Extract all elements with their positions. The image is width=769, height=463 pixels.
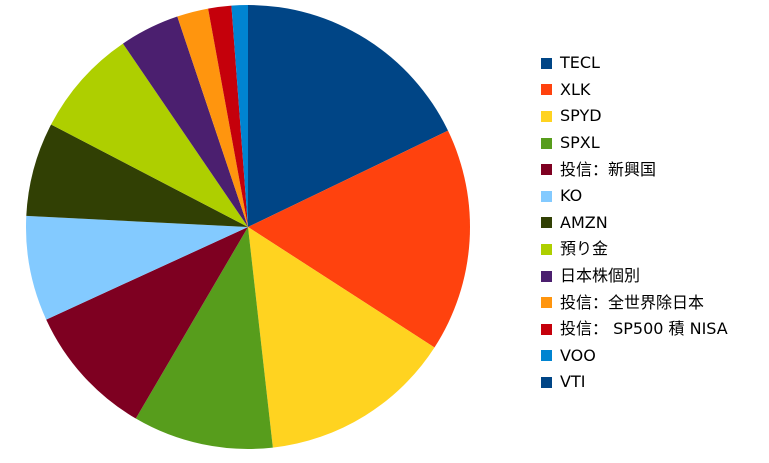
pie-slice-item-7 [51, 43, 249, 227]
legend-swatch [541, 57, 552, 69]
legend-label: 投信： SP500 積 NISA [560, 319, 728, 339]
legend-label: VOO [560, 345, 596, 365]
legend-swatch [541, 217, 552, 229]
pie-slice-ko [25, 215, 248, 320]
legend-swatch [541, 297, 552, 309]
legend-label: 投信：新興国 [560, 159, 657, 179]
legend-label: XLK [560, 79, 591, 99]
legend-swatch [541, 110, 552, 122]
legend-item-vti: VTI [541, 369, 769, 396]
legend-label: VTI [560, 372, 586, 392]
legend-label: SPYD [560, 106, 602, 126]
legend-item-spxl: SPXL [541, 130, 769, 157]
legend-label: 投信：全世界除日本 [560, 292, 705, 312]
legend-item-sp500-nisa: 投信： SP500 積 NISA [541, 316, 769, 343]
legend-label: AMZN [560, 212, 608, 232]
legend-swatch [541, 84, 552, 96]
pie-slice-tecl [248, 5, 449, 227]
pie-slice-item-4 [46, 227, 248, 419]
legend-swatch [541, 350, 552, 362]
pie-slice-xlk [248, 130, 470, 348]
pie-slice-spxl [135, 227, 273, 449]
legend: TECL XLK SPYD SPXL 投信：新興国 KO AMZN 預り金日本株個別投信：全世… [541, 50, 769, 396]
legend-item-item-7: 預り金 [541, 236, 769, 263]
pie-slice-spyd [248, 227, 435, 448]
pie-slice-item-8 [122, 16, 248, 227]
legend-label: TECL [560, 53, 600, 73]
legend-item-tecl: TECL [541, 50, 769, 77]
legend-label: 日本株個別 [560, 266, 641, 286]
legend-item-item-4: 投信：新興国 [541, 156, 769, 183]
pie-slice-voo [231, 5, 248, 227]
legend-swatch [541, 376, 552, 388]
legend-label: KO [560, 186, 583, 206]
legend-item-spyd: SPYD [541, 103, 769, 130]
legend-swatch [541, 323, 552, 335]
legend-item-amzn: AMZN [541, 210, 769, 237]
legend-item-xlk: XLK [541, 77, 769, 104]
legend-swatch [541, 137, 552, 149]
legend-swatch [541, 243, 552, 255]
legend-swatch [541, 164, 552, 176]
pie-slice-amzn [26, 124, 248, 227]
legend-item-voo: VOO [541, 343, 769, 370]
legend-label: 預り金 [560, 239, 609, 259]
legend-item-item-8: 日本株個別 [541, 263, 769, 290]
pie-slice-item-9 [177, 8, 248, 227]
legend-item-ko: KO [541, 183, 769, 210]
legend-swatch [541, 190, 552, 202]
legend-label: SPXL [560, 133, 600, 153]
legend-item-item-9: 投信：全世界除日本 [541, 289, 769, 316]
legend-swatch [541, 270, 552, 282]
pie-slice-sp500-nisa [208, 5, 248, 227]
